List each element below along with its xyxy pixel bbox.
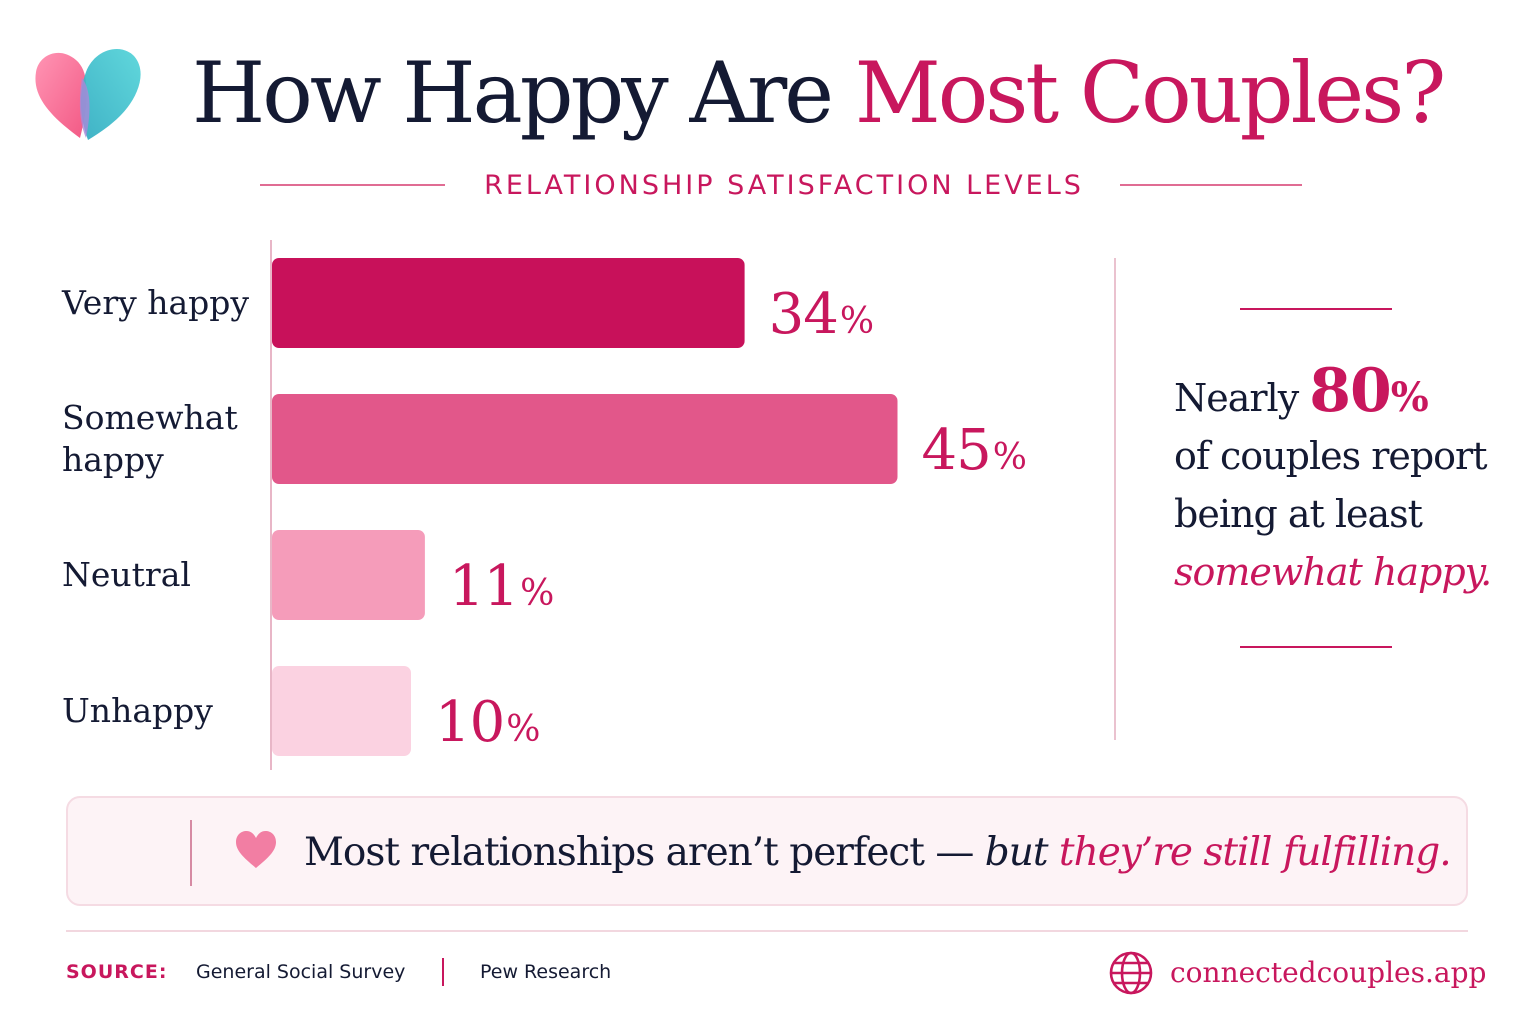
callout-line-3: being at least xyxy=(1174,492,1423,536)
chart-subtitle: RELATIONSHIP SATISFACTION LEVELS xyxy=(484,170,1084,201)
source-general-social-survey: General Social Survey xyxy=(196,961,406,983)
source-label: SOURCE: xyxy=(66,961,168,983)
banner-accent-bar xyxy=(190,820,192,886)
category-label-2: Neutral xyxy=(62,555,191,594)
heart-logo-icon xyxy=(35,49,141,140)
category-label-0: Very happy xyxy=(61,283,249,322)
message-banner: Most relationships aren’t perfect — but … xyxy=(66,796,1468,906)
callout-divider xyxy=(1114,258,1116,740)
source-pew-research: Pew Research xyxy=(480,961,612,983)
callout-line-4: somewhat happy. xyxy=(1174,550,1492,594)
source-separator xyxy=(442,958,444,986)
bar-2 xyxy=(272,530,425,620)
footer-rule xyxy=(66,930,1468,932)
bar-chart: Very happy 34% Somewhat happy 45% Neutral 11% U… xyxy=(61,240,1027,770)
globe-icon xyxy=(1109,951,1153,995)
bar-3 xyxy=(272,666,411,756)
callout-highlight-unit: % xyxy=(1390,374,1429,421)
bar-1 xyxy=(272,394,898,484)
value-label-1: 45% xyxy=(922,418,1026,483)
banner-text: Most relationships aren’t perfect — but … xyxy=(304,826,1452,880)
title-part-2: Most Couples? xyxy=(854,44,1447,142)
website-link[interactable]: connectedcouples.app xyxy=(1170,956,1487,989)
bar-0 xyxy=(272,258,745,348)
title-part-1: How Happy Are xyxy=(192,44,855,142)
subtitle-rule-left xyxy=(260,184,445,186)
callout-text: Nearly 80% of couples report being at le… xyxy=(1174,361,1514,601)
callout-rule-bottom xyxy=(1240,646,1392,648)
value-label-0: 34% xyxy=(769,282,873,347)
callout-line-1: Nearly 80% xyxy=(1174,361,1514,427)
chart-title: How Happy Are Most Couples? xyxy=(192,38,1447,148)
callout-line-2: of couples report xyxy=(1174,434,1488,478)
value-label-2: 11% xyxy=(449,554,553,619)
value-label-3: 10% xyxy=(435,690,539,755)
banner-text-accent: they’re still fulfilling. xyxy=(1058,830,1452,875)
callout-prefix: Nearly xyxy=(1174,376,1299,420)
banner-text-main: Most relationships aren’t perfect — xyxy=(304,830,985,875)
callout-highlight-number: 80 xyxy=(1309,356,1391,426)
category-label-3: Unhappy xyxy=(62,691,213,730)
banner-text-but: but xyxy=(984,830,1059,875)
subtitle-rule-right xyxy=(1120,184,1302,186)
category-label-1: Somewhat happy xyxy=(62,398,238,479)
callout-rule-top xyxy=(1240,308,1392,310)
heart-icon xyxy=(236,831,276,868)
